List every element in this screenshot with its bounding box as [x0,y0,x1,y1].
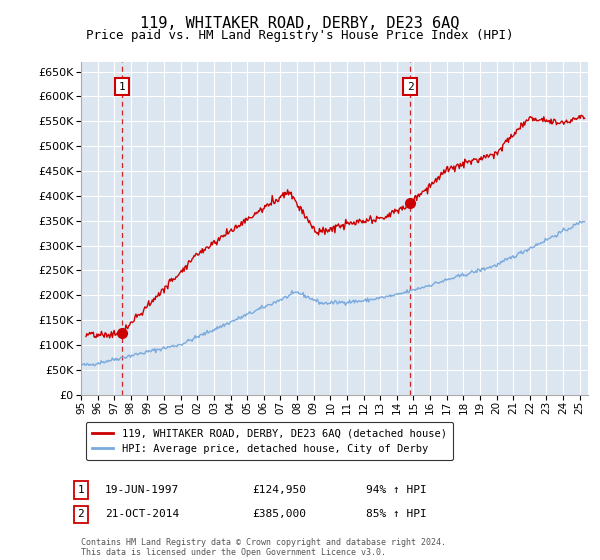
Text: Price paid vs. HM Land Registry's House Price Index (HPI): Price paid vs. HM Land Registry's House … [86,29,514,42]
Text: 2: 2 [407,82,413,92]
Text: £124,950: £124,950 [252,485,306,495]
Text: Contains HM Land Registry data © Crown copyright and database right 2024.
This d: Contains HM Land Registry data © Crown c… [81,538,446,557]
Text: 2: 2 [77,509,85,519]
Text: 94% ↑ HPI: 94% ↑ HPI [366,485,427,495]
Text: 1: 1 [119,82,125,92]
Text: 85% ↑ HPI: 85% ↑ HPI [366,509,427,519]
Text: 19-JUN-1997: 19-JUN-1997 [105,485,179,495]
Legend: 119, WHITAKER ROAD, DERBY, DE23 6AQ (detached house), HPI: Average price, detach: 119, WHITAKER ROAD, DERBY, DE23 6AQ (det… [86,422,453,460]
Text: 21-OCT-2014: 21-OCT-2014 [105,509,179,519]
Text: 119, WHITAKER ROAD, DERBY, DE23 6AQ: 119, WHITAKER ROAD, DERBY, DE23 6AQ [140,16,460,31]
Text: 1: 1 [77,485,85,495]
Text: £385,000: £385,000 [252,509,306,519]
